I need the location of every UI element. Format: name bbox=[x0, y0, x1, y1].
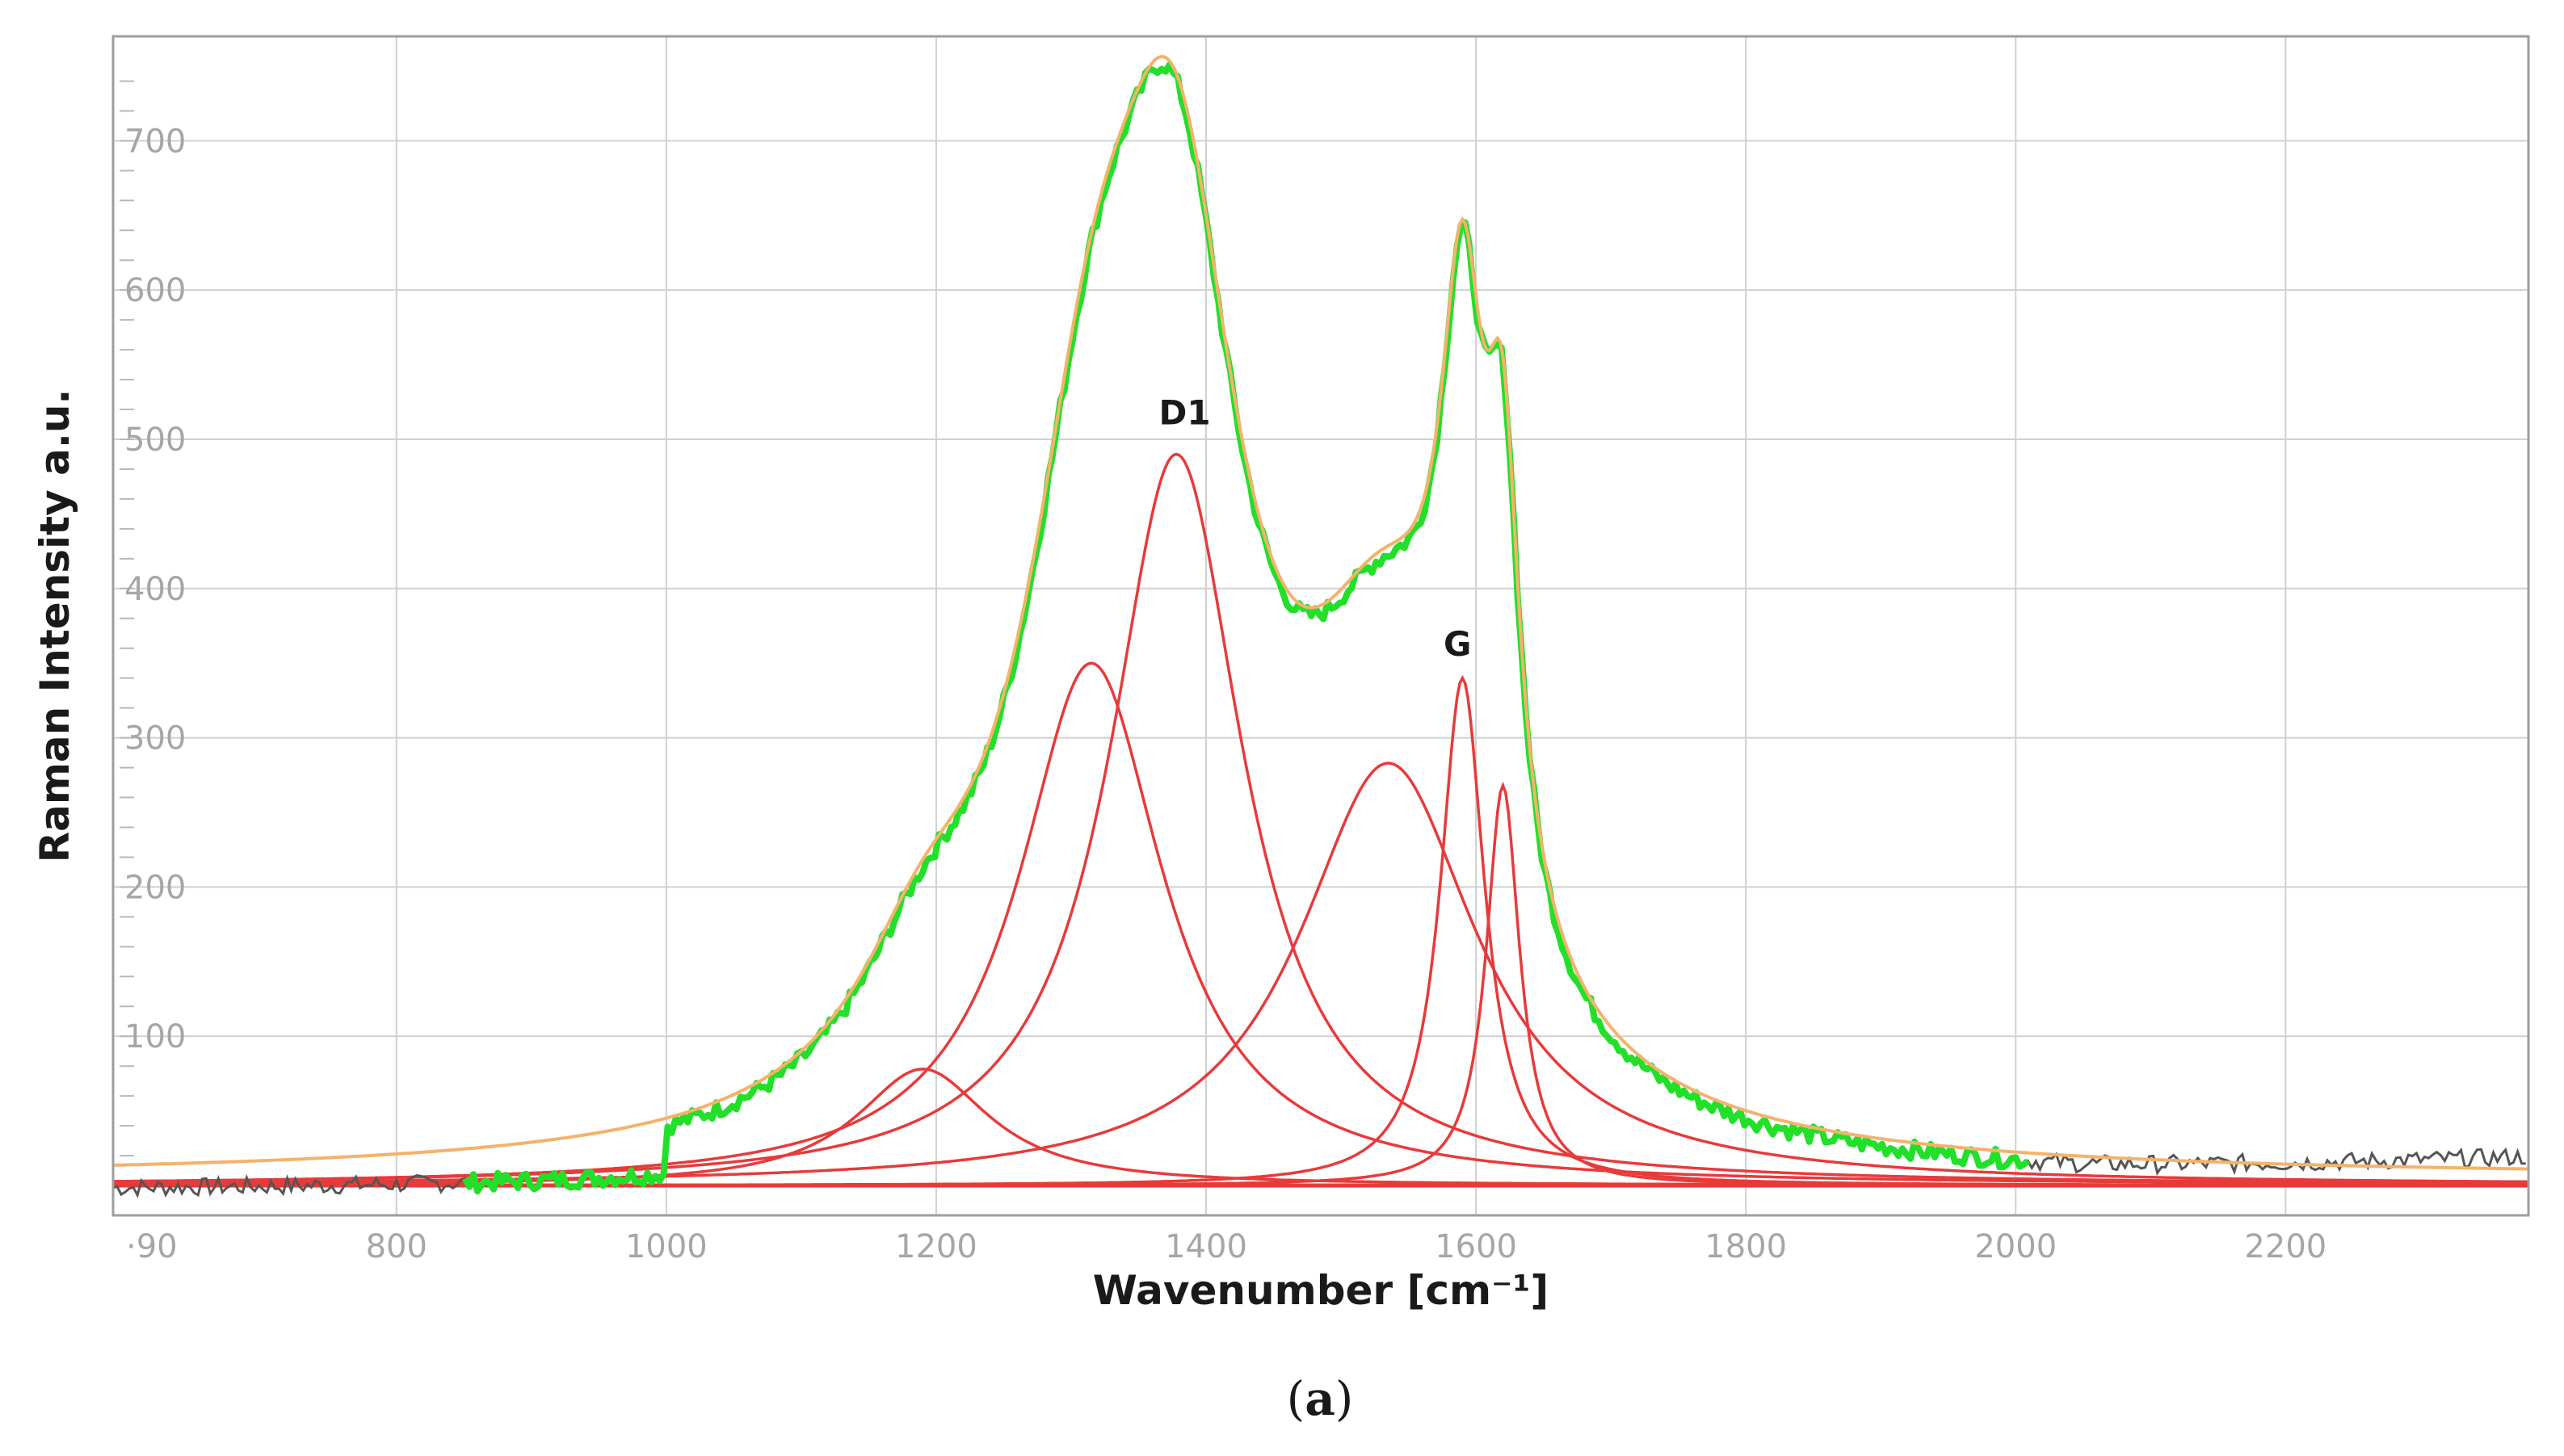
x-tick-label: 1600 bbox=[1435, 1228, 1517, 1265]
figure-caption: (a) bbox=[1287, 1371, 1354, 1426]
x-tick-label: 2000 bbox=[1974, 1228, 2057, 1265]
x-tick-label: 2200 bbox=[2244, 1228, 2327, 1265]
x-tick-label: 800 bbox=[366, 1228, 427, 1265]
measured-noise-left bbox=[112, 1173, 475, 1198]
x-tick-label: 1200 bbox=[895, 1228, 977, 1265]
x-tick-label: 1400 bbox=[1165, 1228, 1247, 1265]
cumulative-fit-curve bbox=[112, 54, 2529, 1171]
series bbox=[112, 54, 2529, 1198]
caption-open-paren: ( bbox=[1287, 1371, 1305, 1426]
caption-letter: a bbox=[1305, 1371, 1335, 1426]
plot-frame bbox=[111, 35, 2530, 1217]
y-tick-label: 600 bbox=[124, 272, 186, 309]
peak-label-g: G bbox=[1444, 624, 1471, 664]
x-tick-labels: ·90 800 1000 1200 1400 1600 1800 2000 2200 bbox=[126, 1228, 2327, 1265]
y-tick-label: 300 bbox=[124, 720, 186, 757]
component-curve-3 bbox=[113, 452, 2528, 1185]
y-tick-label: 200 bbox=[124, 869, 186, 906]
y-tick-label: 500 bbox=[124, 422, 186, 459]
y-axis-title: Raman Intensity a.u. bbox=[32, 389, 78, 863]
x-tick-label: 1000 bbox=[625, 1228, 708, 1265]
grid bbox=[113, 36, 2528, 1215]
y-tick-label: 400 bbox=[124, 571, 186, 608]
x-axis-title: Wavenumber [cm⁻¹] bbox=[1093, 1267, 1549, 1314]
caption-close-paren: ) bbox=[1335, 1371, 1354, 1426]
y-tick-labels: 100 200 300 400 500 600 700 bbox=[124, 123, 186, 1055]
y-tick-label: 700 bbox=[124, 123, 186, 160]
y-minor-ticks bbox=[120, 80, 134, 1187]
peak-label-d1: D1 bbox=[1159, 393, 1211, 433]
y-tick-label: 100 bbox=[124, 1018, 186, 1055]
x-tick-label: 1800 bbox=[1704, 1228, 1787, 1265]
x-tick-label: ·90 bbox=[126, 1228, 178, 1265]
plot-background bbox=[113, 36, 2528, 1215]
component-curve-4 bbox=[113, 762, 2528, 1185]
peak-annotations: D1 G bbox=[1159, 393, 1472, 664]
